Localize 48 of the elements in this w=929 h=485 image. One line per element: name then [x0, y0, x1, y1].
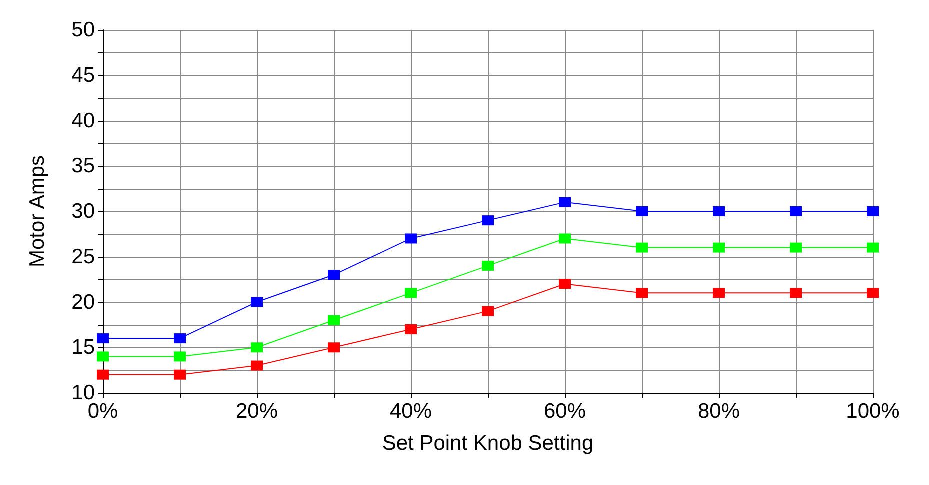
point: [713, 242, 725, 253]
y-tick-label: 35: [72, 154, 95, 178]
point: [790, 242, 802, 253]
y-tick-label: 25: [72, 245, 95, 268]
point: [790, 288, 802, 298]
y-tick-label: 30: [72, 200, 95, 223]
point: [97, 352, 109, 362]
point: [559, 197, 571, 208]
point: [328, 270, 340, 280]
point: [97, 334, 109, 344]
point: [405, 324, 417, 334]
x-tick-label: 40%: [390, 400, 432, 423]
point: [405, 288, 417, 298]
y-tick-label: 50: [72, 18, 95, 42]
point: [482, 216, 494, 226]
y-tick-label: 20: [72, 290, 95, 314]
point: [636, 206, 648, 216]
point: [559, 234, 571, 244]
point: [97, 370, 109, 380]
point: [713, 206, 725, 216]
point: [251, 342, 263, 353]
point: [482, 260, 494, 271]
x-tick-label: 60%: [544, 400, 586, 423]
point: [636, 288, 648, 298]
y-tick-label: 40: [72, 109, 95, 132]
x-tick-label: 100%: [846, 400, 900, 423]
point: [636, 242, 648, 253]
y-tick-label: 15: [72, 336, 95, 360]
x-tick-label: 80%: [698, 400, 740, 423]
point: [867, 242, 879, 253]
point: [559, 279, 571, 290]
point: [482, 306, 494, 316]
point: [405, 234, 417, 244]
point: [328, 315, 340, 326]
point: [174, 370, 186, 380]
point: [174, 352, 186, 362]
point: [867, 288, 879, 298]
point: [174, 334, 186, 344]
y-axis-title: Motor Amps: [26, 155, 49, 268]
point: [251, 360, 263, 371]
point: [713, 288, 725, 298]
x-tick-label: 20%: [236, 400, 278, 423]
point: [251, 297, 263, 308]
y-tick-label: 45: [72, 64, 95, 87]
point: [328, 342, 340, 353]
point: [790, 206, 802, 216]
point: [867, 206, 879, 216]
x-axis-title: Set Point Knob Setting: [382, 432, 594, 455]
